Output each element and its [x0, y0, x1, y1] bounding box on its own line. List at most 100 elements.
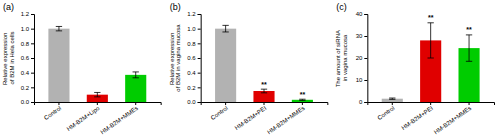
error-bar — [56, 26, 62, 30]
x-axis-line — [368, 103, 495, 106]
y-tick-label: 40 — [356, 11, 363, 17]
y-tick: 0 — [359, 99, 367, 105]
y-tick-label: 0.2 — [187, 85, 196, 91]
y-tick-mark — [198, 43, 201, 44]
y-tick: 10 — [356, 77, 368, 83]
y-tick: 0.0 — [21, 99, 34, 105]
y-axis: 0.00.20.40.60.81.01.2 — [21, 11, 35, 105]
bar — [382, 99, 403, 102]
y-tick: 0.6 — [187, 55, 200, 61]
y-tick-mark — [31, 14, 34, 15]
x-tick: Control — [210, 102, 229, 121]
y-tick: 0.4 — [21, 70, 34, 76]
x-tick-label: Control — [376, 105, 395, 121]
bar — [125, 75, 146, 102]
x-tick-label: HM-B2M+Lipo — [66, 105, 102, 132]
y-axis-title-line: Relative expression — [2, 31, 8, 85]
x-axis-line — [201, 103, 328, 106]
y-tick-mark — [364, 36, 367, 37]
y-tick-label: 0 — [359, 99, 363, 105]
y-tick-label: 0.6 — [21, 55, 30, 61]
x-tick: HM-B2M+MMEs — [99, 102, 139, 135]
error-bar — [222, 25, 228, 32]
x-tick-mark — [58, 102, 59, 105]
x-tick: HM-B2M+PEI — [234, 102, 268, 131]
x-tick: HM-B2M+MMEs — [433, 102, 473, 135]
y-tick-label: 0.6 — [187, 55, 196, 61]
y-tick-label: 0.4 — [21, 70, 30, 76]
y-tick-label: 1.2 — [21, 11, 30, 17]
y-tick: 0.4 — [187, 70, 200, 76]
error-bar — [94, 92, 100, 96]
bar — [48, 29, 69, 102]
error-bar — [261, 89, 267, 93]
y-tick-label: 10 — [356, 77, 363, 83]
x-tick-mark — [392, 102, 393, 105]
y-axis-line — [198, 15, 202, 103]
y-tick-label: 0.0 — [187, 99, 196, 105]
y-tick: 40 — [356, 11, 368, 17]
y-axis-title-line: in vagina mucosa — [342, 34, 348, 81]
y-axis-title-line: Relative expression — [169, 31, 175, 85]
x-axis: ControlHM-B2M+LipoHM-B2M+MMEs — [35, 102, 162, 135]
y-tick-mark — [31, 29, 34, 30]
y-tick: 30 — [356, 33, 368, 39]
error-bar — [299, 99, 305, 100]
plot-area — [48, 26, 146, 102]
y-axis-title-line: of B2M in Hela cells — [9, 31, 15, 84]
y-tick: 0.2 — [187, 85, 200, 91]
y-axis-line — [364, 15, 368, 103]
y-tick-mark — [364, 58, 367, 59]
y-tick-label: 1.2 — [187, 11, 196, 17]
y-tick-label: 1.0 — [21, 26, 30, 32]
y-tick-mark — [31, 87, 34, 88]
y-tick: 0.0 — [187, 99, 200, 105]
x-tick: Control — [376, 102, 395, 121]
y-tick-mark — [364, 14, 367, 15]
x-tick-label: HM-B2M+PEI — [234, 105, 268, 131]
y-axis-title: Relative expression of B2M in Hela cells — [2, 31, 15, 85]
x-tick-mark — [302, 102, 303, 105]
annotation: ** — [466, 26, 472, 33]
y-tick: 0.8 — [187, 41, 200, 47]
y-axis-title-line: of B2M in vagina mucosa — [175, 24, 181, 92]
y-tick-mark — [31, 102, 34, 103]
x-tick-label: Control — [210, 105, 229, 121]
x-axis-line — [35, 103, 162, 106]
plot-area — [215, 25, 313, 102]
y-tick-mark — [31, 43, 34, 44]
y-tick-mark — [198, 58, 201, 59]
error-bar — [428, 23, 434, 58]
x-tick: HM-B2M+MMEs — [266, 102, 306, 135]
x-tick-mark — [264, 102, 265, 105]
x-axis: ControlHM-B2M+PEIHM-B2M+MMEs — [368, 102, 495, 135]
y-axis: 0.0 0.2 0.4 0.6 0.8 1.0 1.2 — [187, 11, 201, 105]
x-tick-label: HM-B2M+MMEs — [99, 105, 139, 135]
y-axis-title-line: The amount of siRNA — [335, 29, 341, 88]
bar — [215, 29, 236, 102]
figure: 0.00.20.40.60.81.01.2ControlHM-B2M+LipoH… — [0, 0, 500, 136]
x-tick-mark — [430, 102, 431, 105]
y-tick-mark — [364, 80, 367, 81]
y-tick-label: 1.0 — [187, 26, 196, 32]
y-axis-title: Relative expression of B2M in vagina muc… — [169, 24, 182, 92]
y-tick-mark — [31, 73, 34, 74]
annotation: ** — [428, 14, 434, 21]
x-tick-mark — [225, 102, 226, 105]
x-tick: HM-B2M+Lipo — [66, 102, 102, 132]
panel: 010203040ControlHM-B2M+PEIHM-B2M+MMEsThe… — [335, 2, 494, 135]
panel-label: (a) — [3, 2, 14, 12]
x-tick: Control — [43, 102, 62, 121]
panel-label: (b) — [170, 2, 181, 12]
x-tick-mark — [469, 102, 470, 105]
y-axis-title: The amount of siRNA in vagina mucosa — [335, 29, 348, 88]
plot-area — [382, 23, 480, 102]
x-tick-mark — [97, 102, 98, 105]
annotation: ** — [261, 81, 267, 88]
y-tick: 1.0 — [21, 26, 34, 32]
x-tick-label: Control — [43, 105, 62, 121]
x-axis: Control HM-B2M+PEIHM-B2M+MMEs — [201, 102, 328, 135]
y-axis: 010203040 — [356, 11, 368, 105]
y-axis-line — [31, 15, 35, 103]
y-tick-mark — [31, 58, 34, 59]
